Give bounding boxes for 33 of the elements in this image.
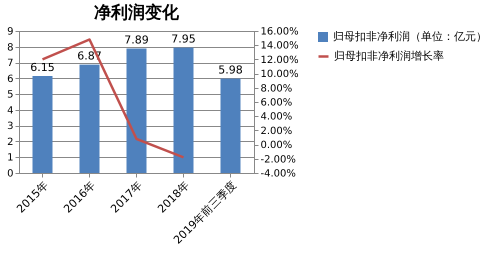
data-label: 7.89	[124, 34, 149, 47]
y-tick-label: 0	[7, 168, 14, 180]
data-label: 5.98	[218, 64, 243, 77]
y2-tick-label: 4.00%	[260, 112, 292, 123]
y2-tick-label: 0.00%	[260, 140, 292, 152]
bar	[126, 48, 146, 173]
y2-tick-label: -2.00%	[260, 154, 296, 166]
y2-tick-label: 14.00%	[260, 40, 299, 52]
y-tick-label: 8	[7, 42, 14, 54]
legend-label: 归母扣非净利润增长率	[334, 50, 444, 62]
bar	[174, 48, 194, 173]
bar	[220, 78, 240, 173]
bar	[80, 64, 100, 173]
y-tick-label: 5	[7, 90, 14, 101]
y-tick-label: 1	[7, 152, 14, 164]
y2-tick-label: 16.00%	[260, 26, 299, 38]
y2-tick-label: 6.00%	[260, 98, 292, 108]
legend-label: 归母扣非净利润（单位：亿元）	[333, 30, 487, 43]
y2-tick-label: 12.00%	[260, 54, 299, 66]
y2-tick-label: -4.00%	[260, 168, 296, 180]
data-label: 6.15	[30, 60, 55, 74]
y2-tick-label: 8.00%	[260, 83, 292, 94]
y-tick-label: 6	[7, 74, 14, 85]
y-tick-label: 7	[7, 58, 14, 70]
bar	[32, 76, 52, 173]
chart-title: 净利润变化	[94, 3, 180, 23]
y-tick-label: 4	[7, 105, 14, 116]
y2-tick-label: 10.00%	[260, 69, 299, 80]
data-label: 7.95	[171, 32, 196, 46]
y2-tick-label: 2.00%	[260, 126, 292, 137]
y-tick-label: 9	[7, 26, 14, 38]
y-tick-label: 2	[7, 136, 14, 148]
y-tick-label: 3	[7, 121, 14, 132]
